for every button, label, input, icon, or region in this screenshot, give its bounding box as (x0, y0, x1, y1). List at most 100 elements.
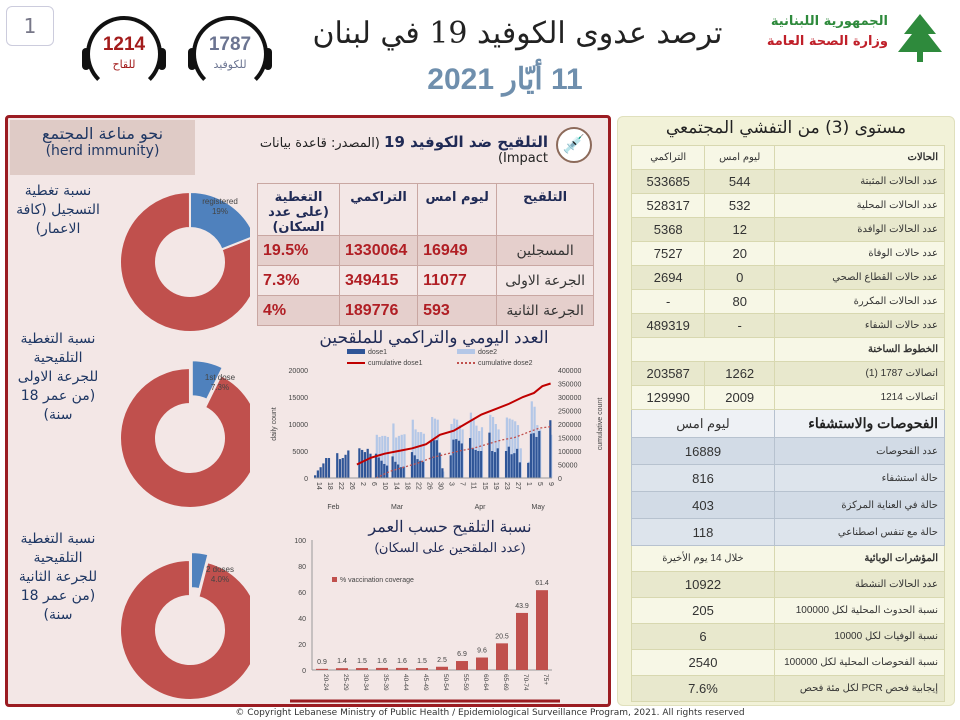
yesterday-value: 593 (417, 295, 498, 326)
dose1-bar (449, 455, 452, 478)
test-value: 816 (631, 464, 775, 492)
dose2-bar (505, 417, 508, 478)
y2-tick-label: 150000 (558, 436, 581, 443)
dose1-bar (488, 432, 491, 478)
donut-slice-label: registered (202, 197, 238, 206)
cumulative-dose2-line (375, 426, 551, 479)
dose1-bar (460, 443, 463, 478)
dose2-bar (386, 436, 389, 478)
dose2-bar (494, 424, 497, 478)
x-tick-label: 60-64 (482, 674, 489, 691)
x-tick-label: 2 (359, 482, 366, 486)
x-tick-label: 45-49 (422, 674, 429, 691)
dose1-bar (419, 460, 422, 478)
dose1-bar (477, 451, 480, 478)
dose2-bar (450, 424, 453, 478)
y2-axis-label: cumulative count (597, 398, 604, 451)
legend-swatch (332, 577, 337, 582)
legend-label: dose1 (368, 349, 387, 356)
dose2-bar (392, 423, 395, 478)
bar-value-label: 9.6 (477, 648, 487, 655)
x-tick-label: 18 (326, 482, 333, 490)
hotline-vaccine-number: 1214 (102, 34, 146, 55)
y2-tick-label: 0 (558, 476, 562, 483)
ministry-logo: الجمهورية اللبنانية وزارة الصحة العامة (767, 12, 950, 62)
dose1-bar (549, 420, 552, 478)
x-tick-label: 75+ (542, 674, 549, 685)
col-vaccination: التلقيح (496, 183, 594, 236)
page-title: ترصد عدوى الكوفيد 19 في لبنان (312, 16, 723, 51)
cases-header-row: الحالات ليوم امس التراكمي (630, 145, 945, 170)
dose2-bar (395, 437, 398, 478)
dose2-bar (384, 435, 387, 478)
month-label: May (532, 504, 546, 511)
x-tick-label: 20-24 (322, 674, 329, 691)
y-tick-label: 20000 (289, 368, 309, 375)
hotline-row: اتصالات 1214 2009 129990 (630, 385, 945, 410)
x-tick-label: 27 (514, 482, 521, 490)
y2-tick-label: 300000 (558, 395, 581, 402)
yesterday-value: 11077 (417, 265, 498, 296)
age-bar (376, 667, 388, 670)
dose1-bar (377, 457, 380, 478)
case-cumulative: 528317 (630, 193, 706, 218)
legend-swatch (457, 349, 475, 354)
x-tick-label: 30-34 (362, 674, 369, 691)
dose1-bar (341, 458, 344, 478)
x-tick-label: 5 (536, 482, 543, 486)
syringe-icon: 💉 (556, 127, 592, 163)
indicator-row: نسبة الفحوصات المحلية لكل 100000 2540 (631, 649, 945, 676)
hotline-label: اتصالات 1787 (1) (774, 361, 945, 386)
case-cumulative: 7527 (630, 241, 706, 266)
legend-label: cumulative dose2 (478, 360, 533, 367)
donut-slice-value: 19% (212, 207, 228, 216)
dose1-bar (363, 452, 367, 478)
y-tick-label: 15000 (289, 395, 309, 402)
page-number: 1 (6, 6, 54, 46)
dose1-bar (513, 453, 516, 478)
case-cumulative: 5368 (630, 217, 706, 242)
x-tick-label: 65-69 (502, 674, 509, 691)
dose2-bar (417, 432, 420, 478)
case-row: عدد الحالات المثبتة 544 533685 (630, 169, 945, 194)
outbreak-level-title: مستوى (3) من التفشي المجتمعي (665, 118, 907, 138)
vaccination-row: المسجلين 16949 1330064 19.5% (257, 235, 594, 266)
case-row: عدد الحالات المكررة 80- (630, 289, 945, 314)
dose2-bar (378, 436, 381, 478)
dose1-bar (504, 451, 508, 478)
dose1-bar (538, 431, 541, 478)
case-label: عدد حالات الوفاة (774, 241, 945, 266)
cedar-icon (898, 14, 942, 62)
case-yesterday: 0 (704, 265, 775, 290)
indicator-label: نسبة الوفيات لكل 10000 (774, 623, 945, 650)
dose1-bar (471, 448, 474, 478)
col-cumulative: التراكمي (338, 183, 419, 236)
dose2-bar (511, 419, 514, 478)
x-tick-label: 18 (403, 482, 410, 490)
case-cumulative: 2694 (630, 265, 706, 290)
bar-value-label: 2.5 (437, 657, 447, 664)
dose1-bar (316, 470, 319, 478)
cumulative-value: 189776 (338, 295, 419, 326)
hotlines-header: الخطوط الساخنة (774, 337, 945, 362)
dose1-bar (493, 452, 497, 478)
cumulative-value: 1330064 (338, 235, 419, 266)
x-tick-label: 9 (547, 482, 554, 486)
dose1-bar (366, 448, 369, 478)
copyright: © Copyright Lebanese Ministry of Public … (235, 708, 745, 718)
dose2-bar (414, 429, 417, 478)
bar-value-label: 43.9 (515, 603, 529, 610)
dose2-bar (491, 416, 495, 478)
dose1-bar (510, 454, 513, 478)
indicator-label: نسبة الفحوصات المحلية لكل 100000 (774, 649, 945, 676)
surveillance-table: الحالات ليوم امس التراكمي عدد الحالات المثب… (630, 145, 945, 702)
tests-header: الفحوصات والاستشفاء (774, 409, 945, 438)
donut-slice-label: 2 doses (206, 565, 234, 574)
donut-remaining-slice (119, 558, 250, 701)
dose2-bar (381, 435, 384, 478)
dose1-bar (507, 446, 510, 478)
case-row: عدد حالات الشفاء -489319 (630, 313, 945, 338)
x-tick-label: 15 (481, 482, 488, 490)
case-cumulative: 533685 (630, 169, 706, 194)
dose1-bar (402, 466, 405, 478)
